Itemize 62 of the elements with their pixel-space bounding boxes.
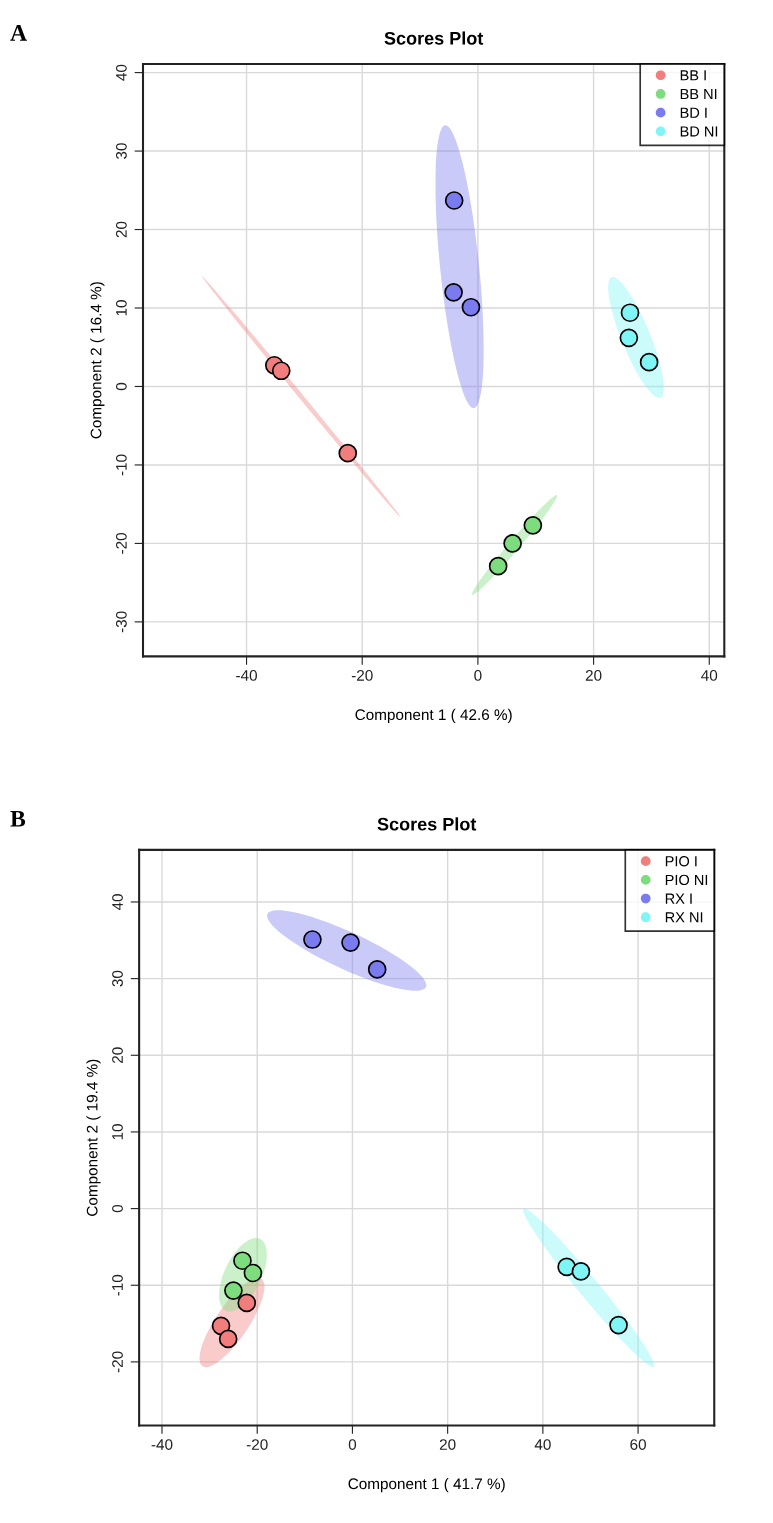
point	[341, 933, 360, 952]
point	[233, 1251, 252, 1271]
point	[338, 443, 358, 463]
y-tick-label: -20	[112, 1351, 123, 1373]
legend-label: PIO NI	[665, 874, 708, 886]
y-tick-label: 0	[112, 1204, 123, 1213]
point	[444, 191, 464, 210]
x-axis-title: Component 1 ( 41.7 %)	[348, 1477, 505, 1493]
x-tick-label: 60	[630, 1439, 646, 1450]
point	[609, 1315, 628, 1335]
y-tick-label: -20	[115, 532, 127, 554]
x-tick-label: 40	[534, 1439, 551, 1450]
y-axis-title: Component 2 ( 16.4 %)	[90, 282, 105, 439]
text: B	[10, 811, 26, 827]
x-tick-label: -40	[236, 670, 257, 681]
point	[639, 352, 659, 372]
point	[571, 1262, 591, 1281]
x-tick-label: 40	[701, 670, 718, 681]
legend-label: PIO I	[665, 856, 697, 867]
x-tick-label: -20	[351, 670, 373, 681]
legend-label: RX I	[665, 893, 692, 904]
chart-title: Scores Plot	[377, 817, 477, 831]
y-tick-label: 30	[112, 970, 123, 987]
y-axis-title: Component 2 ( 19.4 %)	[86, 1059, 101, 1216]
point	[620, 303, 640, 323]
point	[237, 1293, 257, 1313]
y-tick-label: 20	[115, 221, 127, 238]
x-tick-label: 20	[585, 670, 602, 681]
legend-label: BD NI	[680, 126, 718, 137]
x-tick-label: 0	[474, 670, 482, 681]
point	[271, 361, 291, 381]
chart-title: Scores Plot	[384, 31, 484, 45]
y-tick-label: -10	[115, 454, 127, 476]
point	[367, 960, 387, 979]
point	[444, 282, 463, 302]
y-tick-label: 10	[112, 1124, 123, 1140]
x-tick-label: 0	[348, 1439, 357, 1450]
x-tick-label: -40	[151, 1439, 173, 1450]
point	[303, 930, 322, 949]
point	[523, 516, 543, 535]
legend-label: RX NI	[665, 912, 703, 923]
legend-label: BB I	[680, 70, 706, 81]
x-tick-label: -20	[246, 1439, 268, 1450]
y-tick-label: -30	[115, 611, 127, 633]
text: A	[10, 25, 27, 41]
point	[218, 1329, 238, 1349]
legend-label: BB NI	[680, 89, 717, 100]
y-tick-label: 40	[112, 894, 123, 911]
y-tick-label: 40	[115, 64, 127, 81]
point	[224, 1281, 243, 1300]
y-tick-label: -10	[112, 1274, 123, 1296]
point	[503, 534, 522, 553]
point	[461, 297, 481, 317]
y-tick-label: 0	[115, 382, 127, 391]
y-tick-label: 10	[115, 300, 127, 316]
x-tick-label: 20	[439, 1439, 456, 1450]
point	[619, 328, 639, 348]
legend-label: BD I	[680, 107, 707, 118]
point	[488, 556, 508, 576]
y-tick-label: 20	[112, 1047, 123, 1063]
x-axis-title: Component 1 ( 42.6 %)	[355, 708, 512, 724]
y-tick-label: 30	[115, 143, 127, 159]
